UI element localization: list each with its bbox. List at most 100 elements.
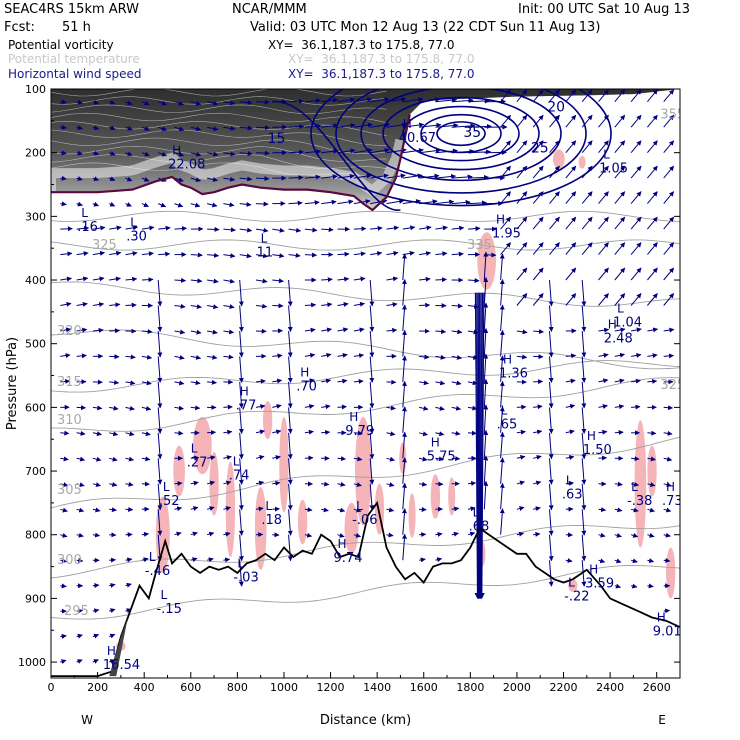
- wind-speed-label: 20: [547, 99, 565, 115]
- wind-vector: [304, 378, 315, 384]
- wind-vector: [581, 356, 587, 383]
- pv-contour-line: [51, 104, 387, 115]
- wind-vector: [255, 125, 270, 131]
- wind-vector: [614, 583, 621, 589]
- wind-vector: [353, 378, 364, 384]
- wind-vector: [548, 509, 554, 536]
- high-marker: H: [589, 563, 598, 577]
- wind-vector: [435, 97, 458, 103]
- pv-low-blob: [634, 420, 647, 548]
- extremum-value: .63: [562, 488, 583, 503]
- wind-vector: [499, 304, 505, 332]
- wind-vector: [614, 267, 626, 281]
- wind-vector: [238, 279, 244, 307]
- high-marker: H: [503, 353, 512, 367]
- wind-vector: [598, 429, 608, 435]
- low-marker: L: [568, 575, 575, 589]
- wind-vector: [614, 114, 626, 128]
- wind-vector: [598, 216, 609, 230]
- wind-vector: [614, 140, 626, 154]
- wind-vector: [109, 482, 118, 487]
- wind-vector: [125, 557, 133, 563]
- wind-vector: [386, 327, 398, 333]
- wind-vector: [141, 176, 150, 182]
- wind-speed-contour: [420, 113, 502, 154]
- wind-vector: [647, 430, 657, 436]
- wind-vector: [321, 97, 339, 103]
- wind-vector: [272, 455, 281, 460]
- wind-vector: [109, 250, 122, 256]
- wind-vector: [451, 380, 462, 386]
- wind-vector: [321, 507, 329, 513]
- wind-vector: [337, 327, 349, 333]
- wind-vector: [76, 150, 83, 156]
- x-tick-label: 200: [87, 681, 108, 694]
- wind-vector: [174, 531, 182, 537]
- theta-label: 300: [57, 553, 82, 568]
- wind-vector: [288, 98, 304, 104]
- wind-vector: [549, 114, 560, 128]
- wind-vector: [109, 582, 116, 588]
- theta-contour: [51, 436, 680, 509]
- low-marker: L: [631, 480, 638, 494]
- wind-vector: [435, 199, 455, 205]
- wind-vector: [647, 583, 654, 589]
- wind-speed-label: 25: [531, 141, 549, 157]
- wind-vector: [386, 198, 405, 205]
- wind-vector: [288, 124, 305, 130]
- wind-vector: [190, 506, 199, 511]
- wind-vector: [60, 430, 70, 436]
- wind-vector: [467, 480, 477, 486]
- wind-vector: [565, 480, 574, 486]
- wind-vector: [467, 226, 481, 232]
- wind-vector: [60, 507, 68, 513]
- wind-vector: [500, 140, 511, 154]
- wind-vector: [369, 305, 375, 332]
- wind-vector: [304, 98, 321, 104]
- wind-vector: [419, 481, 428, 487]
- wind-vector: [157, 279, 163, 307]
- wind-vector: [287, 509, 293, 536]
- extremum-value: .74: [229, 468, 250, 483]
- extremum-value: 9.01: [653, 624, 682, 639]
- wind-vector: [369, 483, 375, 511]
- wind-vector: [304, 455, 314, 461]
- wind-vector: [419, 251, 432, 256]
- wind-vector: [614, 352, 625, 358]
- wind-vector: [532, 89, 544, 103]
- wind-vector: [337, 352, 348, 358]
- low-marker: L: [149, 550, 156, 564]
- wind-vector: [630, 216, 642, 230]
- wind-vector: [223, 531, 231, 537]
- wind-vector: [238, 330, 244, 358]
- wind-vector: [598, 455, 607, 461]
- wind-vector: [239, 125, 253, 131]
- wind-vector: [548, 356, 554, 383]
- extremum-value: -.46: [145, 564, 170, 579]
- wind-vector: [190, 100, 202, 106]
- low-marker: L: [163, 480, 170, 494]
- wind-vector: [516, 267, 528, 281]
- wind-vector: [157, 458, 163, 485]
- wind-vector: [337, 533, 345, 538]
- wind-vector: [125, 225, 138, 231]
- pv-low-blob: [448, 477, 456, 516]
- x-tick-label: 1000: [270, 681, 298, 694]
- theta-contour: [51, 329, 680, 370]
- wind-vector: [157, 330, 163, 358]
- x-tick-label: 400: [134, 681, 155, 694]
- wind-speed-contour: [272, 100, 401, 211]
- wind-vector: [500, 242, 511, 255]
- wind-vector: [663, 557, 671, 563]
- wind-vector: [532, 191, 544, 204]
- wind-vector: [92, 532, 101, 538]
- wind-vector: [598, 140, 609, 154]
- wind-vector: [223, 429, 233, 435]
- wind-vector: [548, 279, 554, 307]
- wind-vector: [598, 558, 606, 564]
- wind-vector: [598, 532, 606, 538]
- wind-vector: [532, 140, 544, 154]
- wind-speed-contour: [360, 89, 562, 182]
- wind-vector: [92, 633, 100, 639]
- extremum-value: -.38: [627, 494, 652, 509]
